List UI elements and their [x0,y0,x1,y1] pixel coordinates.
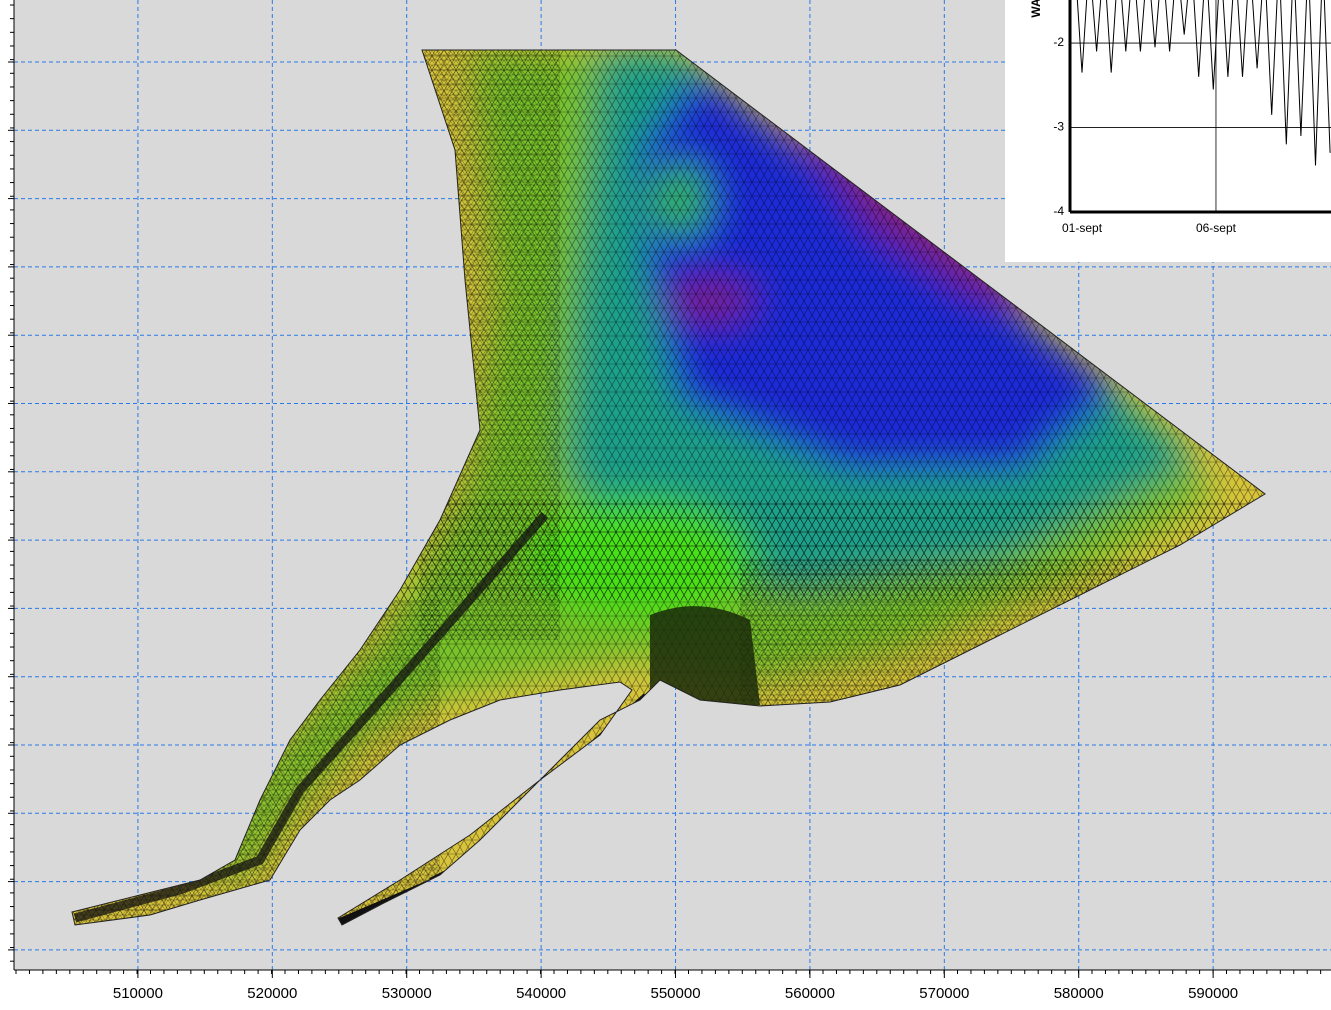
inset-x-tick-label: 06-sept [1196,221,1237,235]
page: {"map_view": { "xlim": [500780, 598770],… [0,0,1331,1005]
x-tick-label: 520000 [247,985,297,1002]
x-tick-label: 550000 [650,985,700,1002]
inset-chart: WA -2 -3 -4 01-sept 06-sept [1005,0,1331,262]
x-tick-label: 570000 [919,985,969,1002]
x-tick-label: 590000 [1188,985,1238,1002]
x-tick-label: 510000 [113,985,163,1002]
inset-y-label: WA [1029,0,1043,18]
x-tick-label: 580000 [1054,985,1104,1002]
map-canvas: 510000 520000 530000 540000 550000 560000 5700… [0,0,1331,1005]
inset-y-tick-label: -3 [1053,120,1064,134]
inset-y-tick-label: -2 [1053,35,1064,49]
inset-x-tick-label: 01-sept [1062,221,1103,235]
inset-y-tick-label: -4 [1053,204,1064,218]
x-tick-label: 560000 [785,985,835,1002]
x-tick-label: 530000 [382,985,432,1002]
x-tick-label: 540000 [516,985,566,1002]
